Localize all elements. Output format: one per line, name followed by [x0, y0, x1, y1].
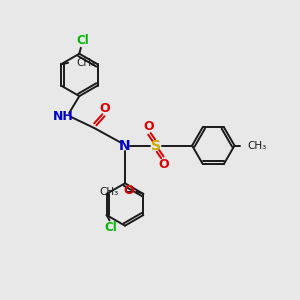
- Text: NH: NH: [53, 110, 74, 123]
- Text: Cl: Cl: [105, 221, 117, 234]
- Text: N: N: [119, 139, 131, 153]
- Text: CH₃: CH₃: [99, 187, 119, 196]
- Text: O: O: [143, 120, 154, 133]
- Text: CH₃: CH₃: [247, 141, 266, 151]
- Text: O: O: [99, 102, 110, 115]
- Text: CH₃: CH₃: [76, 58, 95, 68]
- Text: S: S: [151, 139, 161, 153]
- Text: O: O: [124, 184, 134, 196]
- Text: O: O: [158, 158, 169, 171]
- Text: Cl: Cl: [77, 34, 89, 47]
